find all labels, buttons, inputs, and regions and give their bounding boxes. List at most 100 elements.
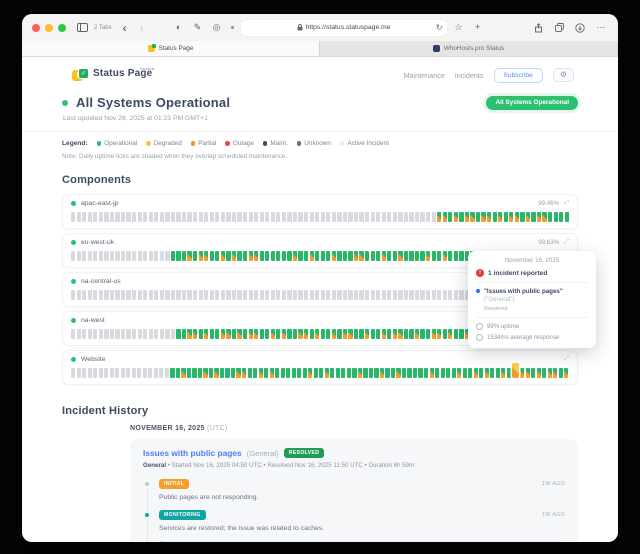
uptime-tick[interactable] [237,212,242,222]
settings-gear-button[interactable]: ⚙ [552,67,574,83]
uptime-tick[interactable] [403,329,409,339]
back-button[interactable]: ‹ [122,20,127,35]
uptime-tick[interactable] [376,251,381,261]
zoom-window-button[interactable] [58,23,66,32]
uptime-tick[interactable] [93,251,98,261]
uptime-tick[interactable] [326,329,331,339]
uptime-tick[interactable] [187,251,192,261]
uptime-tick[interactable] [309,212,314,222]
uptime-tick[interactable] [215,212,220,222]
uptime-tick[interactable] [193,212,198,222]
uptime-tick[interactable] [309,290,314,300]
uptime-tick[interactable] [104,212,109,222]
uptime-tick[interactable] [303,212,309,222]
uptime-tick[interactable] [440,368,445,378]
uptime-tick[interactable] [165,290,170,300]
uptime-tick[interactable] [287,212,292,222]
uptime-tick[interactable] [137,329,142,339]
uptime-tick[interactable] [536,368,541,378]
uptime-tick[interactable] [398,251,403,261]
uptime-tick[interactable] [403,290,409,300]
uptime-tick[interactable] [320,212,325,222]
uptime-tick[interactable] [392,212,397,222]
uptime-tick[interactable] [484,368,489,378]
uptime-tick[interactable] [464,251,470,261]
uptime-tick[interactable] [242,329,248,339]
uptime-tick[interactable] [298,212,303,222]
uptime-tick[interactable] [115,368,120,378]
uptime-tick[interactable] [462,368,467,378]
uptime-tick[interactable] [287,290,292,300]
uptime-tick[interactable] [292,251,298,261]
uptime-tick[interactable] [209,290,214,300]
uptime-tick[interactable] [320,251,325,261]
uptime-tick[interactable] [503,212,508,222]
uptime-tick[interactable] [326,290,331,300]
uptime-tick[interactable] [181,212,187,222]
uptime-tick[interactable] [370,290,375,300]
uptime-tick[interactable] [87,290,92,300]
uptime-tick[interactable] [120,329,126,339]
uptime-tick[interactable] [198,251,203,261]
uptime-tick[interactable] [109,290,115,300]
uptime-tick[interactable] [120,251,126,261]
uptime-tick[interactable] [198,329,203,339]
uptime-tick[interactable] [364,212,370,222]
uptime-tick[interactable] [159,368,164,378]
uptime-tick[interactable] [352,368,357,378]
uptime-tick[interactable] [214,368,219,378]
uptime-tick[interactable] [319,368,324,378]
uptime-tick[interactable] [98,329,103,339]
uptime-tick[interactable] [536,212,542,222]
uptime-tick[interactable] [363,368,368,378]
uptime-tick[interactable] [204,212,209,222]
uptime-tick[interactable] [501,368,506,378]
uptime-tick[interactable] [148,212,153,222]
uptime-tick[interactable] [531,368,536,378]
uptime-tick[interactable] [109,251,115,261]
uptime-tick[interactable] [559,212,564,222]
uptime-tick[interactable] [193,290,198,300]
uptime-tick[interactable] [357,368,363,378]
reload-icon[interactable]: ↻ [435,23,443,32]
uptime-tick[interactable] [448,329,453,339]
uptime-tick[interactable] [420,290,425,300]
uptime-tick[interactable] [364,290,370,300]
uptime-tick[interactable] [148,290,153,300]
uptime-tick[interactable] [520,368,525,378]
uptime-tick[interactable] [226,329,231,339]
uptime-tick[interactable] [126,368,131,378]
uptime-tick[interactable] [553,212,558,222]
uptime-tick[interactable] [303,290,309,300]
uptime-tick[interactable] [553,368,558,378]
uptime-tick[interactable] [280,368,285,378]
uptime-tick[interactable] [342,290,348,300]
close-window-button[interactable] [32,23,40,32]
uptime-tick[interactable] [276,329,281,339]
uptime-tick[interactable] [71,212,76,222]
uptime-tick[interactable] [487,212,492,222]
uptime-tick[interactable] [209,329,214,339]
uptime-tick[interactable] [414,329,420,339]
uptime-tick[interactable] [104,368,109,378]
uptime-tick[interactable] [464,329,470,339]
uptime-tick[interactable] [226,212,231,222]
uptime-tick[interactable] [342,212,348,222]
uptime-tick[interactable] [104,251,109,261]
uptime-tick[interactable] [398,290,403,300]
uptime-tick[interactable] [348,212,353,222]
uptime-tick[interactable] [192,368,197,378]
uptime-tick[interactable] [254,290,259,300]
uptime-tick[interactable] [176,251,181,261]
uptime-tick[interactable] [525,368,530,378]
uptime-tick[interactable] [353,290,359,300]
uptime-tick[interactable] [437,290,442,300]
uptime-tick[interactable] [547,368,552,378]
uptime-tick[interactable] [459,251,464,261]
uptime-tick[interactable] [315,212,320,222]
uptime-tick[interactable] [115,290,120,300]
uptime-tick[interactable] [276,251,281,261]
uptime-tick[interactable] [379,368,385,378]
uptime-tick[interactable] [281,212,287,222]
